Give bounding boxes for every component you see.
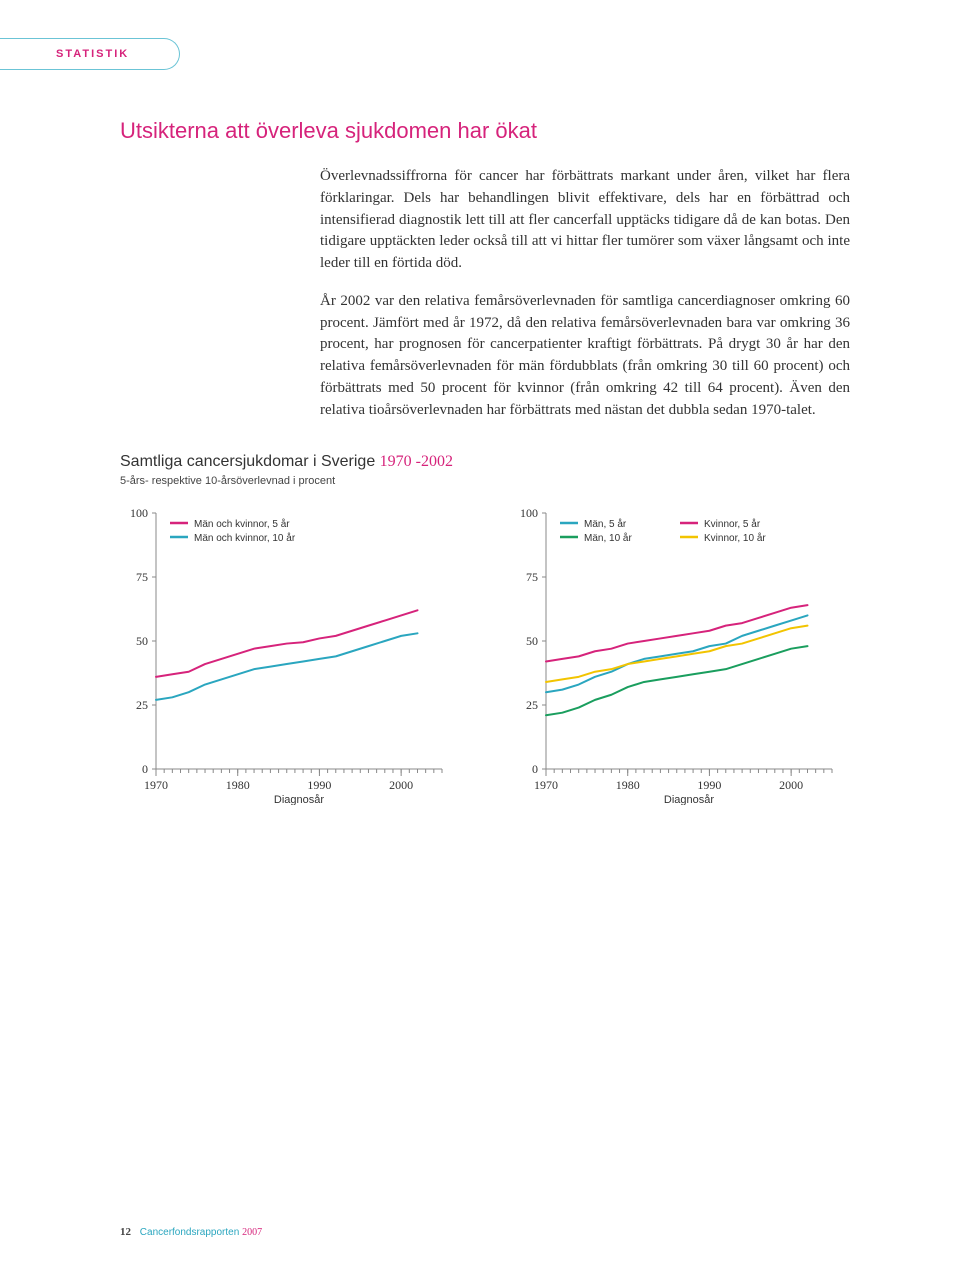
- svg-text:Män och kvinnor, 10 år: Män och kvinnor, 10 år: [194, 532, 296, 544]
- svg-text:Diagnosår: Diagnosår: [274, 794, 324, 805]
- svg-text:75: 75: [136, 570, 148, 584]
- svg-text:1990: 1990: [697, 778, 721, 792]
- svg-text:1970: 1970: [144, 778, 168, 792]
- paragraph-2: År 2002 var den relativa femårsöverlevna…: [320, 291, 850, 422]
- charts-row: 0 25 50 75 100 1970 1980 1990 2000 Diagnosår Män o…: [120, 505, 880, 805]
- svg-text:25: 25: [136, 698, 148, 712]
- footer-source: Cancerfondsrapporten: [140, 1227, 240, 1238]
- svg-text:Kvinnor, 5 år: Kvinnor, 5 år: [704, 518, 761, 530]
- svg-text:Män och kvinnor, 5 år: Män och kvinnor, 5 år: [194, 518, 290, 530]
- footer-year: 2007: [242, 1227, 262, 1238]
- svg-text:1980: 1980: [616, 778, 640, 792]
- svg-text:50: 50: [136, 634, 148, 648]
- page-title: Utsikterna att överleva sjukdomen har ök…: [120, 118, 880, 144]
- svg-text:100: 100: [130, 506, 148, 520]
- chart-heading-years: 1970 -2002: [380, 453, 453, 470]
- svg-text:75: 75: [526, 570, 538, 584]
- page-number: 12: [120, 1226, 131, 1238]
- svg-text:100: 100: [520, 506, 538, 520]
- svg-text:0: 0: [142, 762, 148, 776]
- svg-text:Diagnosår: Diagnosår: [664, 794, 714, 805]
- section-tab-label: STATISTIK: [56, 48, 129, 60]
- svg-text:Kvinnor, 10 år: Kvinnor, 10 år: [704, 532, 766, 544]
- svg-text:50: 50: [526, 634, 538, 648]
- svg-text:25: 25: [526, 698, 538, 712]
- body-column: Överlevnadssiffrorna för cancer har förb…: [320, 166, 850, 421]
- chart-left-svg: 0 25 50 75 100 1970 1980 1990 2000 Diagnosår Män o…: [120, 505, 450, 805]
- main-content: Utsikterna att överleva sjukdomen har ök…: [120, 118, 880, 805]
- svg-text:Män, 10 år: Män, 10 år: [584, 532, 632, 544]
- svg-text:Män, 5 år: Män, 5 år: [584, 518, 627, 530]
- svg-text:2000: 2000: [779, 778, 803, 792]
- svg-text:1980: 1980: [226, 778, 250, 792]
- svg-text:2000: 2000: [389, 778, 413, 792]
- svg-text:0: 0: [532, 762, 538, 776]
- chart-heading-text: Samtliga cancersjukdomar i Sverige: [120, 453, 375, 470]
- svg-text:1970: 1970: [534, 778, 558, 792]
- chart-left: 0 25 50 75 100 1970 1980 1990 2000 Diagnosår Män o…: [120, 505, 450, 805]
- svg-text:1990: 1990: [307, 778, 331, 792]
- chart-right: 0 25 50 75 100 1970 1980 1990 2000 Diagnosår Män, …: [510, 505, 840, 805]
- chart-subtitle: 5-års- respektive 10-årsöverlevnad i pro…: [120, 475, 880, 487]
- page-footer: 12 Cancerfondsrapporten 2007: [120, 1226, 262, 1238]
- chart-heading: Samtliga cancersjukdomar i Sverige 1970 …: [120, 453, 880, 471]
- paragraph-1: Överlevnadssiffrorna för cancer har förb…: [320, 166, 850, 275]
- section-tab: STATISTIK: [0, 38, 180, 70]
- chart-right-svg: 0 25 50 75 100 1970 1980 1990 2000 Diagnosår Män, …: [510, 505, 840, 805]
